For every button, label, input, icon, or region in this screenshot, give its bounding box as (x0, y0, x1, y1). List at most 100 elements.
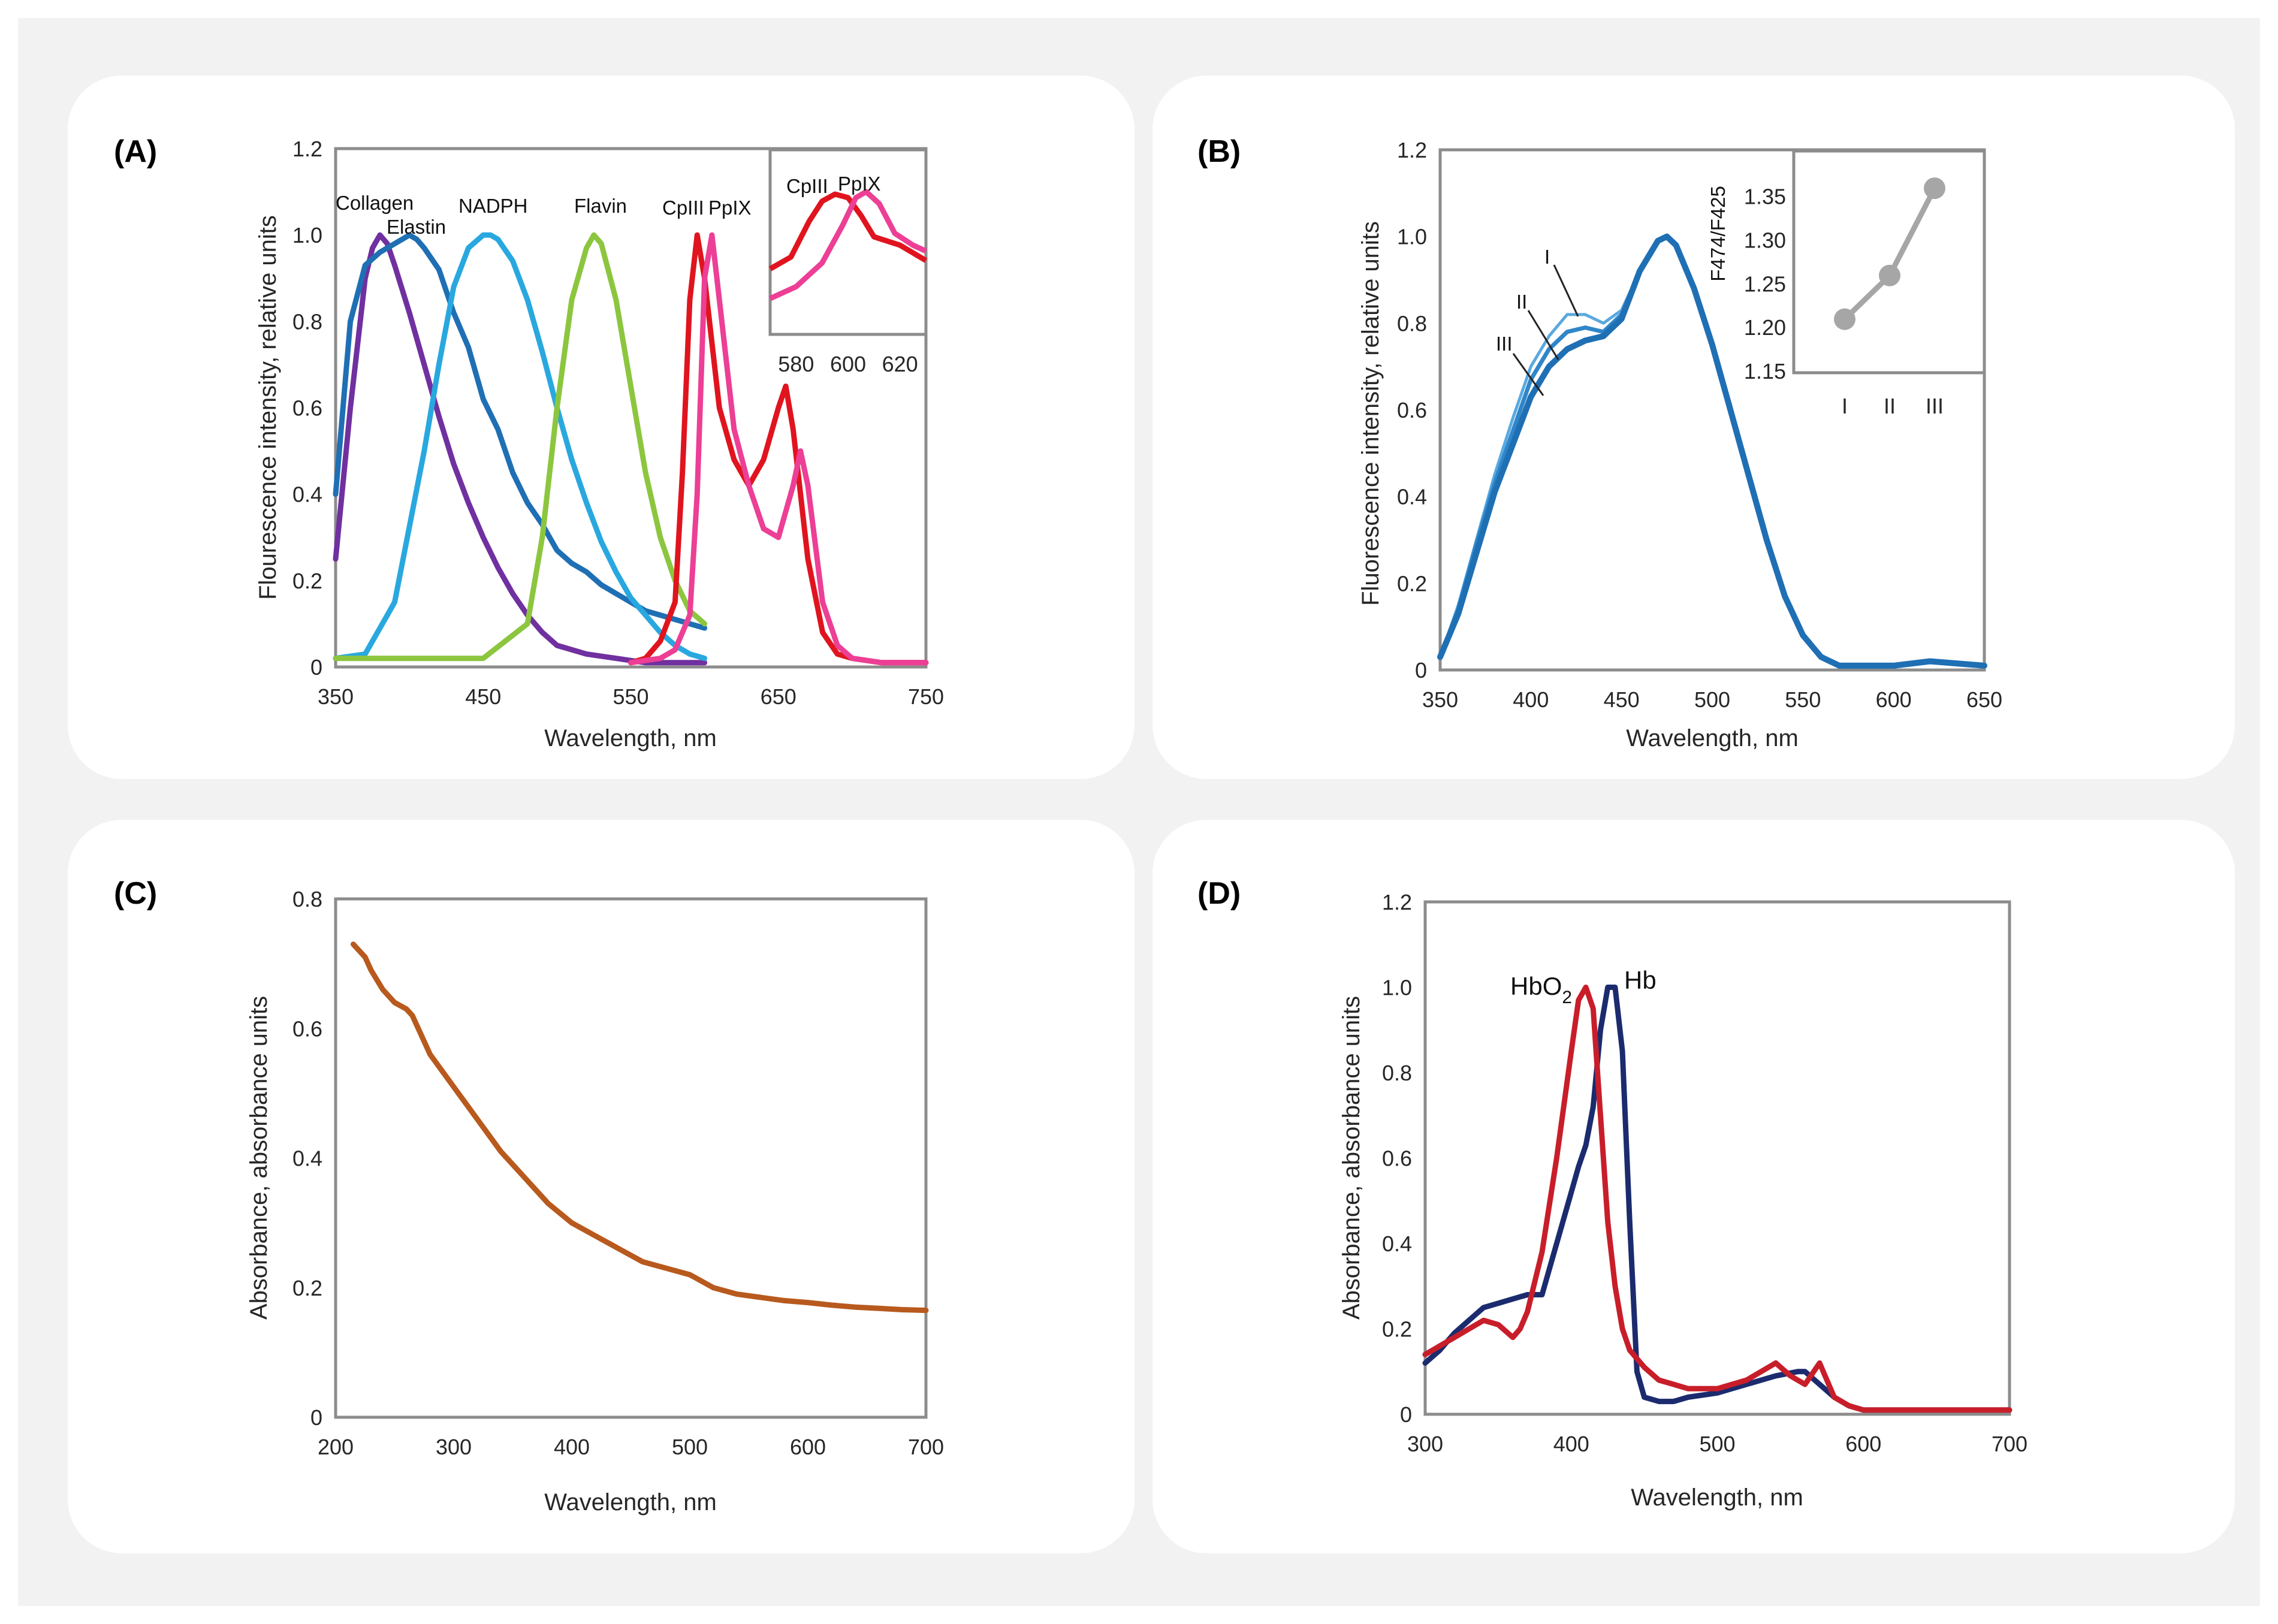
panel-d-ytick: 0.4 (1382, 1231, 1412, 1256)
inset-a-xtick: 580 (778, 352, 814, 376)
panel-a-ytick: 1.0 (292, 223, 322, 247)
inset-b-xtick: III (1926, 394, 1944, 418)
series-line-collagen (333, 232, 708, 666)
label-ppix: PpIX (708, 197, 752, 219)
label-hbo2-subscript: 2 (1562, 988, 1572, 1007)
panel-d: (D) 0 0.2 0.4 0.6 0.8 1.0 1.2 300 400 500 600 700 W… (1197, 876, 2027, 1511)
inset-b-point (1834, 308, 1855, 330)
panel-d-xtick: 600 (1845, 1432, 1881, 1456)
inset-a-xtick: 620 (882, 352, 918, 376)
panel-a-xtick: 750 (908, 684, 944, 709)
panel-c-ytick: 0.6 (292, 1016, 322, 1041)
inset-label-ppix: PpIX (838, 173, 881, 195)
panel-b-xtick: 350 (1422, 687, 1458, 712)
label-elastin: Elastin (387, 216, 446, 238)
panel-b-xtick: 400 (1513, 687, 1549, 712)
panel-d-ytick: 0 (1400, 1402, 1412, 1427)
pointer-line-ii (1527, 310, 1559, 360)
curve-label-i: I (1544, 246, 1550, 268)
inset-label-cpiii: CpIII (786, 175, 828, 197)
panel-a-card (68, 76, 1135, 779)
inset-b-ytick: 1.20 (1744, 315, 1786, 340)
panel-c-xtick: 500 (672, 1435, 708, 1459)
panel-c-ytick: 0.4 (292, 1146, 322, 1171)
panel-a-xtick: 550 (613, 684, 648, 709)
label-hbo2-main: HbO (1510, 972, 1562, 1000)
panel-a-ytick: 0.8 (292, 309, 322, 334)
series-line-ppix (628, 232, 929, 666)
panel-d-xtick: 700 (1992, 1432, 2027, 1456)
panel-b-label: (B) (1197, 134, 1241, 169)
panel-c-xtick: 700 (908, 1435, 944, 1459)
panel-b-ytick: 0 (1415, 658, 1427, 683)
inset-b-ytick: 1.30 (1744, 228, 1786, 253)
panel-a-plot-frame (334, 147, 928, 669)
panel-a-ytick: 0.4 (292, 482, 322, 507)
panel-b-xtick: 450 (1604, 687, 1640, 712)
panel-c-xtick: 300 (436, 1435, 472, 1459)
inset-b-xtick: I (1842, 394, 1848, 418)
panel-a-ytick: 0 (310, 655, 322, 680)
inset-b-xtick: II (1884, 394, 1896, 418)
panel-c-plot-frame (334, 897, 928, 1419)
panel-a-ylabel: Flourescence intensity, relative units (255, 215, 281, 600)
panel-c-label: (C) (114, 876, 157, 911)
panel-b-inset-frame (1792, 149, 1986, 375)
panel-b-ytick: 1.2 (1397, 138, 1427, 162)
series-line-iii (1437, 233, 1987, 669)
panel-b: (B) 0 0.2 0.4 0.6 0.8 1.0 1.2 350 400 450 500 550 60… (1197, 134, 2002, 751)
panel-a-ytick: 0.6 (292, 396, 322, 421)
panel-c-xlabel: Wavelength, nm (544, 1489, 717, 1516)
inset-b-ytick: 1.25 (1744, 271, 1786, 296)
panel-b-xtick: 500 (1694, 687, 1730, 712)
label-nadph: NADPH (458, 195, 528, 217)
panel-b-ytick: 0.8 (1397, 311, 1427, 336)
panel-b-ytick: 0.4 (1397, 485, 1427, 509)
panel-b-ytick: 1.0 (1397, 225, 1427, 249)
panel-b-xlabel: Wavelength, nm (1626, 725, 1799, 751)
label-cpiii: CpIII (662, 197, 704, 219)
panel-b-card (1152, 76, 2235, 779)
panel-d-ytick: 1.2 (1382, 890, 1412, 914)
panel-c-ytick: 0 (310, 1405, 322, 1430)
panel-d-ytick: 0.2 (1382, 1317, 1412, 1342)
panel-a-ytick: 0.2 (292, 569, 322, 593)
series-line-hbo2 (1422, 985, 2013, 1413)
inset-b-ytick: 1.35 (1744, 185, 1786, 209)
panel-b-ylabel: Fluorescence intensity, relative units (1357, 221, 1384, 606)
panel-b-ytick: 0.6 (1397, 398, 1427, 422)
inset-b-point (1879, 264, 1900, 286)
panel-b-plot-frame (1438, 148, 1986, 672)
panel-d-ytick: 0.6 (1382, 1146, 1412, 1171)
panel-d-card (1152, 820, 2235, 1553)
panel-d-xtick: 300 (1407, 1432, 1443, 1456)
panel-c-xtick: 600 (790, 1435, 826, 1459)
inset-series-line-ppix (769, 189, 927, 301)
panel-d-ytick: 1.0 (1382, 976, 1412, 1000)
panel-c-ytick: 0.8 (292, 887, 322, 911)
panel-d-label: (D) (1197, 876, 1241, 911)
panel-b-inset-ylabel: F474/F425 (1707, 186, 1729, 282)
panel-d-plot-frame (1423, 900, 2011, 1416)
panel-a-xtick: 350 (318, 684, 354, 709)
label-flavin: Flavin (574, 195, 627, 217)
curve-label-ii: II (1516, 291, 1527, 313)
pointer-line-iii (1512, 353, 1544, 396)
series-line-hb (1422, 985, 2013, 1413)
panel-c-ylabel: Absorbance, absorbance units (246, 996, 272, 1320)
panel-d-ytick: 0.8 (1382, 1061, 1412, 1085)
panel-d-xtick: 500 (1699, 1432, 1735, 1456)
panel-b-xtick: 550 (1785, 687, 1821, 712)
panel-b-ytick: 0.2 (1397, 571, 1427, 596)
series-line-absorbance (351, 941, 929, 1314)
inset-a-xtick: 600 (830, 352, 866, 376)
series-line-elastin (333, 232, 708, 631)
label-collagen: Collagen (336, 192, 414, 214)
curve-label-iii: III (1496, 333, 1513, 355)
panel-b-xtick: 650 (1966, 687, 2002, 712)
panel-a-label: (A) (114, 134, 157, 169)
panel-c: (C) 0 0.2 0.4 0.6 0.8 200 300 400 500 600 700 Wave… (114, 876, 944, 1516)
panel-b-xtick: 600 (1876, 687, 1912, 712)
panel-d-xtick: 400 (1553, 1432, 1589, 1456)
